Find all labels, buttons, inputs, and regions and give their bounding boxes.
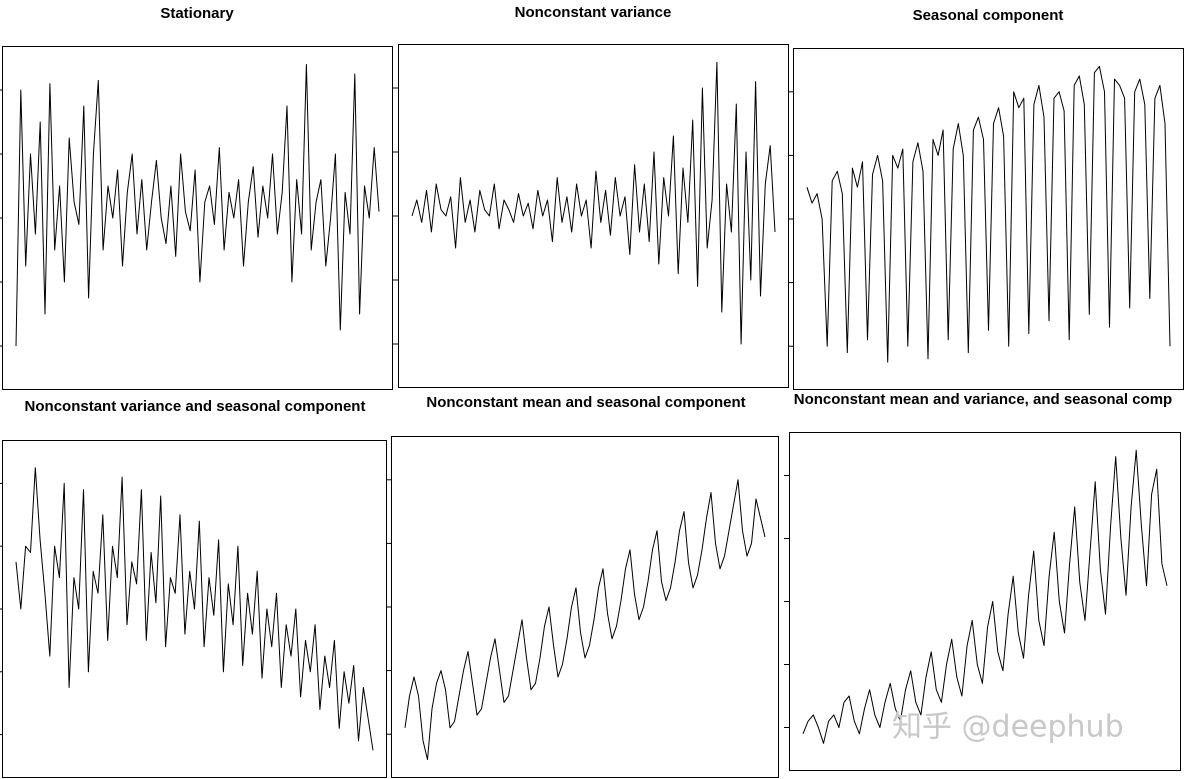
plot-frame (789, 432, 1181, 771)
series-line (802, 449, 1168, 744)
chart-title: Nonconstant variance (515, 4, 672, 21)
chart-title: Nonconstant mean and variance, and seaso… (794, 391, 1172, 408)
chart-title: Nonconstant mean and seasonal component (426, 394, 745, 411)
plot-frame (398, 44, 789, 388)
watermark: 知乎 @deephub (892, 710, 1124, 745)
chart-title: Nonconstant variance and seasonal compon… (25, 398, 366, 415)
series-line (15, 63, 380, 347)
series-line (806, 65, 1171, 363)
series-line (15, 467, 374, 751)
plot-frame (2, 440, 387, 778)
plot-frame (2, 46, 393, 390)
plot-frame (391, 436, 779, 778)
series-line (411, 61, 776, 345)
series-line (404, 479, 766, 761)
chart-title: Stationary (160, 5, 234, 22)
chart-title: Seasonal component (913, 7, 1064, 24)
